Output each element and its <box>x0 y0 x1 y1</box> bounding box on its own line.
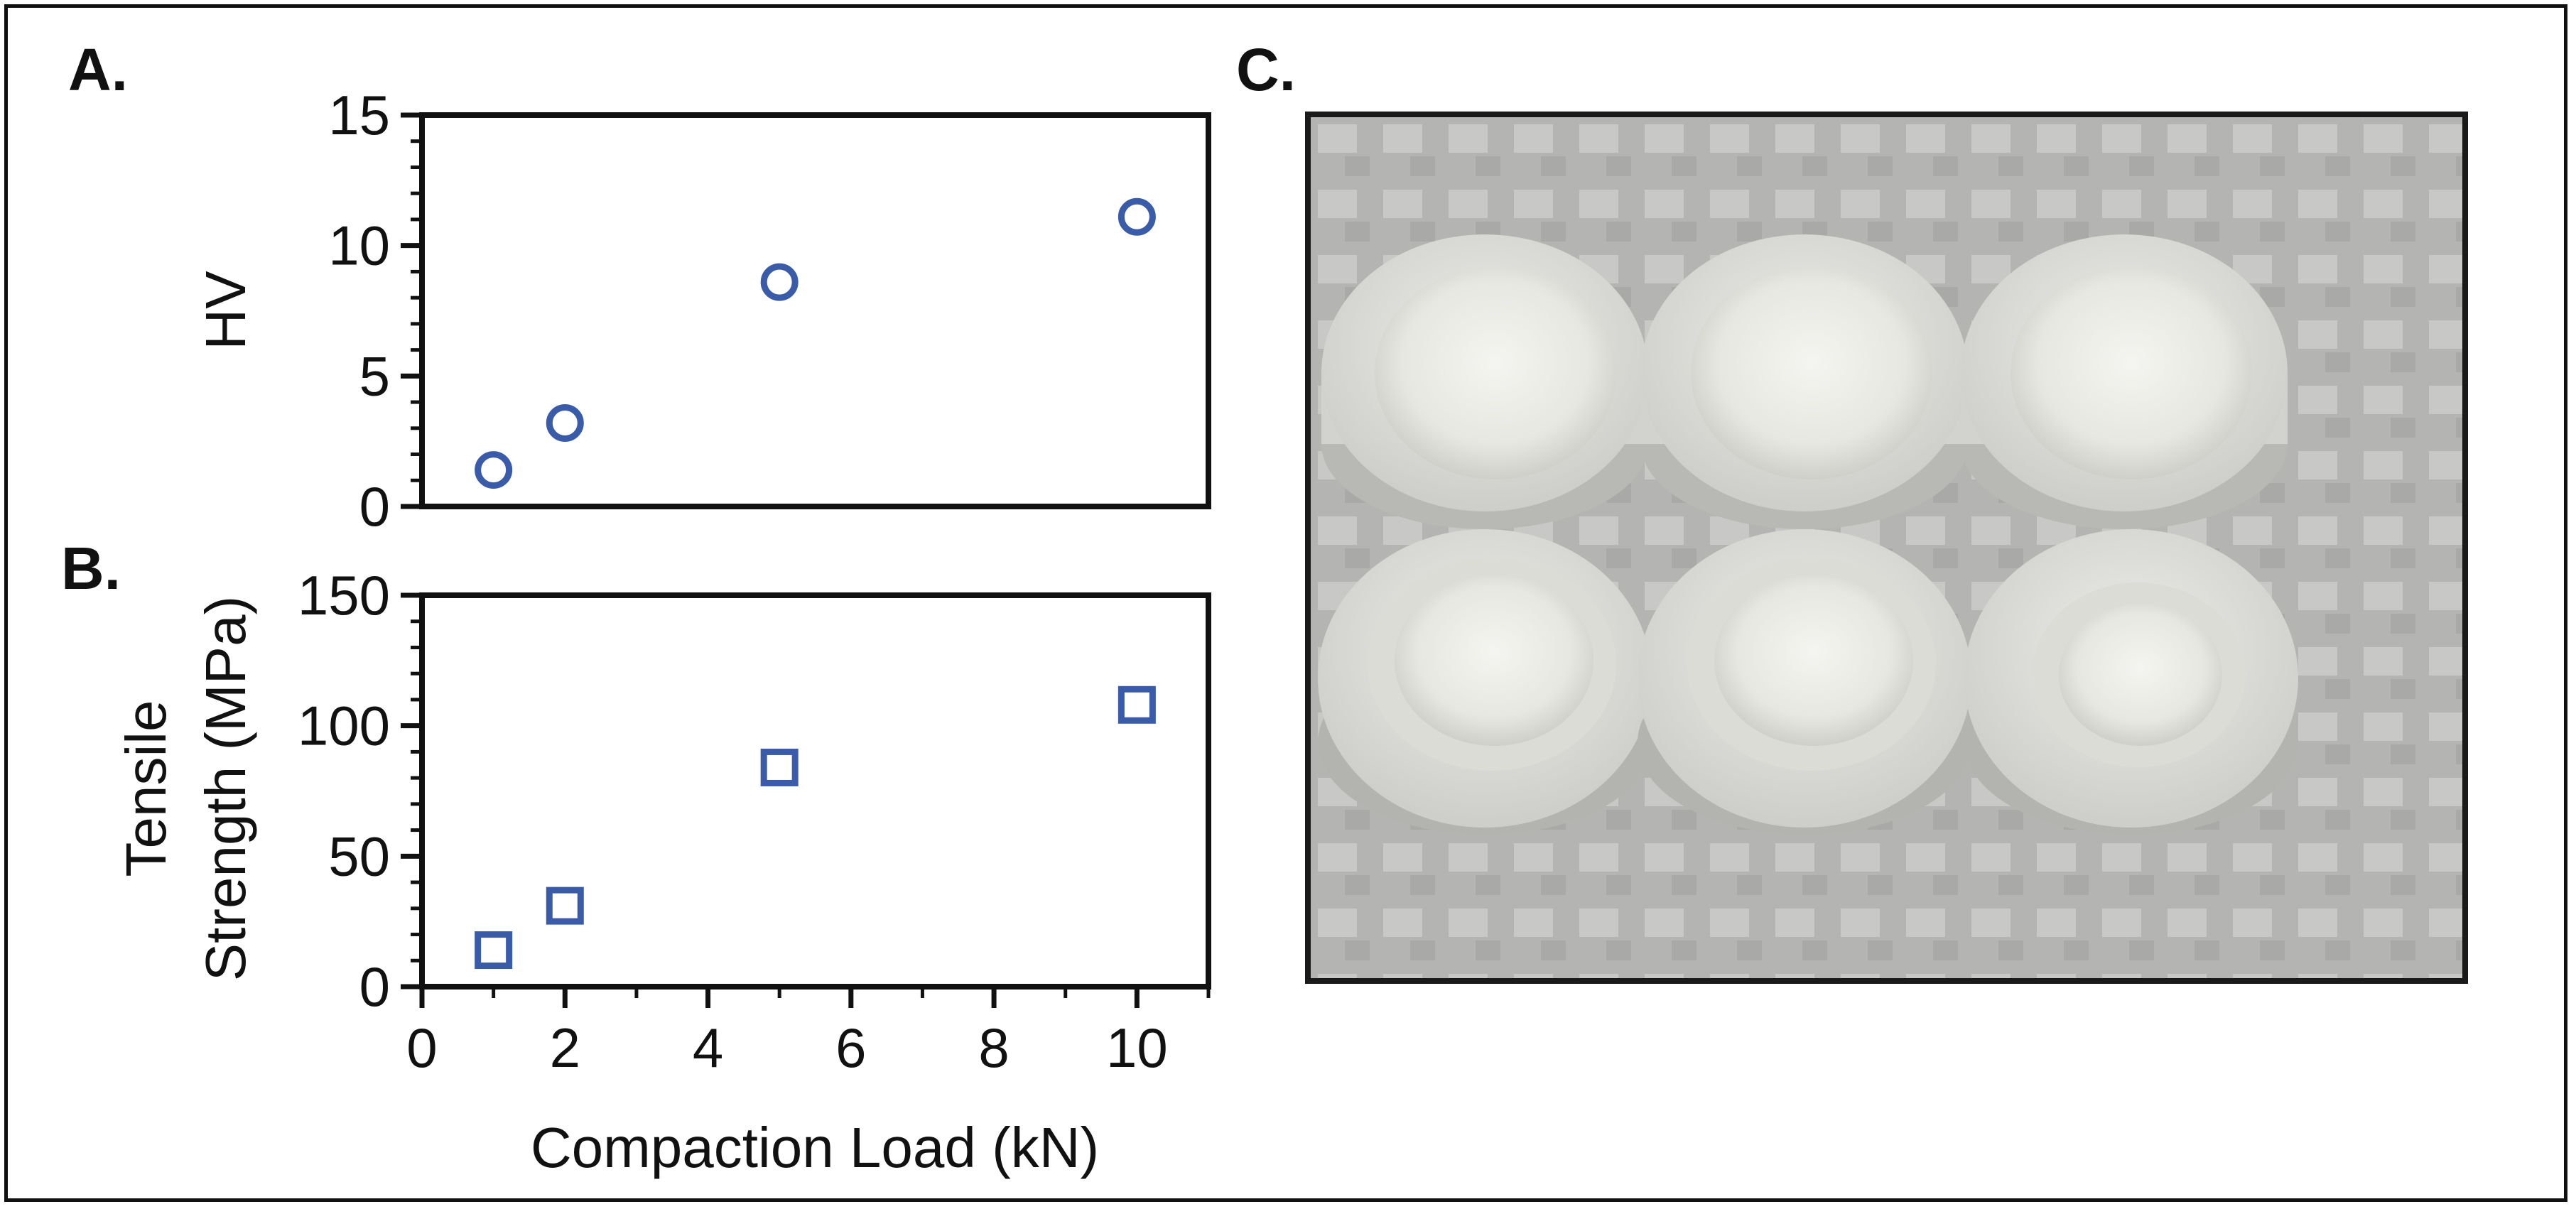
disc-bottom-middle <box>1638 529 1971 835</box>
y-tick-label: 10 <box>328 215 390 277</box>
data-point-square <box>760 748 799 786</box>
x-tick-label: 2 <box>550 1016 580 1079</box>
chart-a: 0 5 10 15 HV <box>194 84 1211 538</box>
chart-b-y-axis-label-line1: Tensile <box>114 700 178 877</box>
y-tick-label: 0 <box>359 475 390 538</box>
y-tick-label: 0 <box>359 955 390 1018</box>
photo-panel-c <box>1305 112 2468 984</box>
figure-frame <box>4 4 2567 1202</box>
y-tick-label: 50 <box>328 825 390 887</box>
data-point-square <box>546 887 584 925</box>
x-tick-label: 8 <box>978 1016 1009 1079</box>
x-tick-label: 10 <box>1106 1016 1168 1079</box>
photo-of-six-discs <box>1311 117 2462 978</box>
chart-b: 0 50 100 150 0 2 4 6 8 10 Tensile Strength (MPa)… <box>114 564 1211 1179</box>
disc-bottom-right <box>1964 529 2298 835</box>
chart-b-plot-frame <box>419 592 1211 990</box>
disc-top-left <box>1321 234 1648 529</box>
y-tick-label: 5 <box>359 345 390 407</box>
disc-top-middle <box>1641 234 1968 529</box>
y-tick-label: 15 <box>328 84 390 146</box>
chart-a-plot-frame <box>419 112 1211 509</box>
chart-b-y-axis-label-line2: Strength (MPa) <box>194 596 257 981</box>
panel-label-a: A. <box>68 36 128 103</box>
x-tick-label: 6 <box>835 1016 866 1079</box>
chart-b-x-axis-label: Compaction Load (kN) <box>531 1116 1099 1179</box>
data-point-circle <box>760 263 799 301</box>
x-tick-label: 4 <box>693 1016 723 1079</box>
data-point-square <box>475 931 513 970</box>
panel-label-c: C. <box>1236 36 1296 103</box>
chart-a-y-axis-label: HV <box>194 271 257 350</box>
data-point-circle <box>546 403 584 442</box>
data-point-circle <box>1117 197 1156 236</box>
disc-bottom-left <box>1318 529 1652 835</box>
y-tick-label: 150 <box>298 564 390 627</box>
data-point-square <box>1117 685 1156 724</box>
data-point-circle <box>475 451 513 489</box>
disc-top-right <box>1961 234 2288 529</box>
x-tick-label: 0 <box>406 1016 437 1079</box>
y-tick-label: 100 <box>298 695 390 757</box>
panel-label-b: B. <box>61 535 121 602</box>
